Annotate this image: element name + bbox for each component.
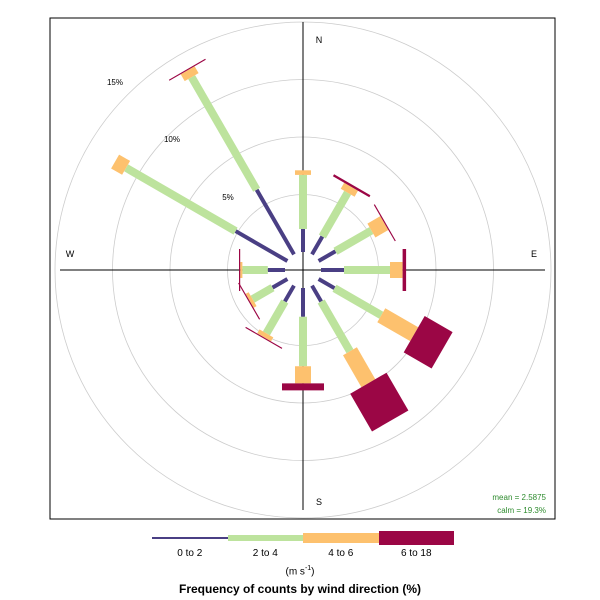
spoke-segment — [188, 75, 261, 192]
compass-label-e: E — [531, 249, 537, 259]
radial-tick-label: 15% — [107, 78, 123, 87]
spoke-segment — [403, 316, 453, 369]
compass-label-s: S — [316, 497, 322, 507]
spoke-segment — [111, 154, 131, 175]
spoke-segment — [299, 174, 307, 229]
stats-calm: calm = 19.3% — [497, 506, 546, 515]
spoke-segment — [344, 266, 390, 274]
compass-axes — [60, 22, 545, 510]
units-close: ) — [311, 566, 315, 578]
spoke-segment — [373, 204, 396, 242]
spoke-segment — [317, 249, 337, 263]
spoke-segment — [317, 277, 336, 290]
legend-swatch — [227, 535, 303, 541]
spoke-segment — [267, 268, 285, 272]
legend-label: 0 to 2 — [177, 548, 203, 559]
compass-label-w: W — [66, 249, 75, 259]
legend-swatch — [152, 537, 228, 539]
spoke-segment — [180, 66, 199, 82]
spoke-segment — [238, 282, 261, 320]
spoke-segment — [242, 266, 268, 274]
legend-swatch — [378, 531, 454, 545]
stats-mean: mean = 2.5875 — [492, 493, 546, 502]
spoke-segment — [262, 299, 289, 336]
spoke-segment — [124, 164, 238, 235]
spoke-segment — [257, 329, 274, 342]
spoke-segment — [332, 284, 384, 319]
spoke-segment — [318, 190, 352, 239]
wind-spokes — [111, 58, 453, 432]
spoke-segment — [390, 262, 403, 278]
spoke-segment — [239, 249, 241, 291]
spoke-segment — [343, 347, 376, 388]
spoke-segment — [402, 249, 407, 291]
spoke-segment — [295, 170, 311, 175]
legend-label: 6 to 18 — [400, 548, 432, 559]
spoke-segment — [295, 366, 311, 384]
compass-label-n: N — [316, 35, 323, 45]
spoke-segment — [333, 227, 374, 255]
spoke-segment — [282, 383, 324, 391]
spoke-segment — [321, 268, 344, 272]
speed-legend: 0 to 2 2 to 4 4 to 6 6 to 18 — [152, 531, 454, 559]
spoke-segment — [310, 284, 323, 303]
legend-label: 4 to 6 — [328, 548, 354, 559]
units-exponent: -1 — [304, 565, 312, 572]
spoke-segment — [245, 292, 257, 308]
spoke-segment — [350, 372, 409, 432]
spoke-segment — [367, 216, 389, 238]
spoke-segment — [301, 288, 305, 317]
spoke-segment — [245, 326, 283, 349]
spoke-segment — [168, 58, 206, 81]
legend-label: 2 to 4 — [252, 548, 278, 559]
spoke-segment — [377, 308, 419, 342]
units-label: (m s-1) — [0, 565, 600, 577]
spoke-segment — [240, 262, 243, 278]
spoke-segment — [332, 174, 371, 198]
spoke-segment — [254, 188, 296, 256]
spoke-segment — [301, 229, 305, 252]
spoke-segment — [310, 235, 325, 256]
spoke-segment — [340, 182, 358, 197]
spoke-segment — [250, 284, 275, 303]
spoke-segment — [271, 277, 289, 290]
spoke-segment — [283, 284, 296, 303]
radial-tick-labels: 5% 10% 15% — [107, 78, 234, 202]
legend-swatch — [303, 533, 379, 543]
radial-tick-label: 5% — [222, 193, 234, 202]
spoke-segment — [234, 229, 289, 263]
spoke-segment — [317, 299, 354, 354]
spoke-segment — [299, 316, 307, 367]
chart-title: Frequency of counts by wind direction (%… — [178, 582, 421, 596]
radial-tick-label: 10% — [164, 135, 180, 144]
units-text: (m s — [285, 566, 305, 578]
